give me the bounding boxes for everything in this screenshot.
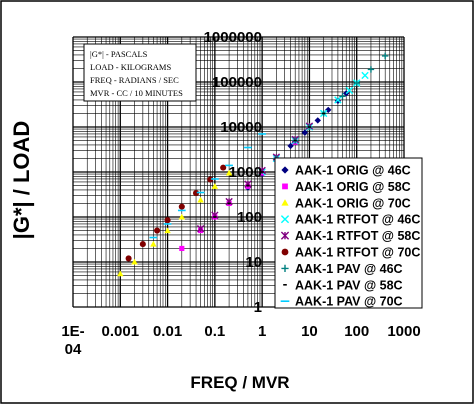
units-note-line-1: |G*| - PASCALS xyxy=(90,49,148,59)
data-point xyxy=(325,106,332,114)
data-point xyxy=(154,227,161,234)
legend-marker xyxy=(281,199,289,206)
data-point xyxy=(334,97,342,105)
units-note-line-3: FREQ - RADIANS / SEC xyxy=(90,75,179,85)
x-axis-title: FREQ / MVR xyxy=(190,373,289,392)
data-point xyxy=(220,164,227,171)
data-point xyxy=(301,129,309,136)
x-tick-label: 0.1 xyxy=(204,323,225,340)
legend-label: AAK-1 ORIG @ 70C xyxy=(295,196,411,210)
legend-item: AAK-1 ORIG @ 58C xyxy=(282,180,411,194)
series-3 xyxy=(117,169,233,277)
legend-item: AAK-1 ORIG @ 70C xyxy=(281,196,411,210)
legend-item: AAK-1 RTFOT @ 46C xyxy=(280,213,420,227)
legend-marker xyxy=(281,248,289,256)
legend-label: AAK-1 ORIG @ 58C xyxy=(295,180,411,194)
legend-marker xyxy=(281,264,289,272)
legend-item: AAK-1 RTFOT @ 58C xyxy=(280,229,420,243)
units-note-box: |G*| - PASCALS LOAD - KILOGRAMS FREQ - R… xyxy=(83,43,197,102)
legend-label: AAK-1 PAV @ 46C xyxy=(295,262,403,276)
data-point xyxy=(164,217,171,224)
y-tick-label: 100 xyxy=(237,209,262,226)
x-tick-label: 100 xyxy=(344,323,369,340)
y-tick-label: 1 xyxy=(254,299,262,316)
data-point xyxy=(207,176,214,183)
y-tick-label: 1000000 xyxy=(204,29,262,46)
legend-marker xyxy=(280,215,290,224)
legend-item: AAK-1 PAV @ 58C xyxy=(283,278,403,292)
data-point xyxy=(314,117,321,124)
legend-label: AAK-1 ORIG @ 46C xyxy=(295,164,411,178)
x-tick-labels: 1E-04 0.001 0.01 0.1 1 10 100 1000 xyxy=(61,323,420,358)
legend-label: AAK-1 PAV @ 70C xyxy=(295,295,403,309)
y-tick-labels: 1 10 100 1000 10000 100000 1000000 xyxy=(204,29,262,316)
data-point xyxy=(367,66,375,73)
x-tick-label: 0.01 xyxy=(153,323,182,340)
data-point xyxy=(125,255,132,262)
units-note-line-2: LOAD - KILOGRAMS xyxy=(90,62,171,72)
legend-frame xyxy=(274,157,423,309)
x-tick-label: 1 xyxy=(258,323,266,340)
data-point xyxy=(139,241,146,248)
data-point xyxy=(287,142,294,150)
legend-item: AAK-1 PAV @ 70C xyxy=(280,295,403,309)
data-point xyxy=(345,86,354,95)
legend-label: AAK-1 RTFOT @ 70C xyxy=(295,246,420,260)
data-point xyxy=(193,190,200,197)
x-tick-label: 10 xyxy=(301,323,318,340)
series-6 xyxy=(125,164,227,262)
y-axis-title: |G*| / LOAD xyxy=(9,121,34,240)
legend-item: AAK-1 RTFOT @ 70C xyxy=(281,246,420,260)
data-point xyxy=(178,203,185,210)
legend-label: AAK-1 PAV @ 58C xyxy=(295,278,403,292)
data-point xyxy=(117,270,124,277)
units-note-line-4: MVR - CC / 10 MINUTES xyxy=(90,88,183,98)
data-point xyxy=(179,245,185,252)
data-point xyxy=(334,96,342,104)
x-tick-label: 0.001 xyxy=(102,323,140,340)
legend-label: AAK-1 RTFOT @ 58C xyxy=(295,229,420,243)
y-tick-label: 100000 xyxy=(212,74,262,91)
legend-marker xyxy=(280,231,290,240)
data-point xyxy=(178,213,186,220)
x-tick-label: 1E-04 xyxy=(61,323,84,358)
data-point xyxy=(361,71,369,80)
data-point xyxy=(353,79,360,87)
data-point xyxy=(164,227,171,234)
y-tick-label: 10 xyxy=(245,254,262,271)
legend: AAK-1 ORIG @ 46C AAK-1 ORIG @ 58C AAK-1 OR… xyxy=(274,157,423,309)
data-point xyxy=(197,196,204,203)
data-point xyxy=(131,258,138,265)
data-point xyxy=(211,183,219,189)
data-point xyxy=(339,93,346,100)
data-point xyxy=(196,224,205,233)
legend-marker xyxy=(282,183,288,190)
legend-label: AAK-1 RTFOT @ 46C xyxy=(295,213,420,227)
units-note-frame xyxy=(83,43,197,102)
data-point xyxy=(225,169,233,176)
data-point xyxy=(150,240,157,247)
legend-item: AAK-1 ORIG @ 46C xyxy=(281,164,411,178)
y-tick-label: 10000 xyxy=(220,119,262,136)
series-9 xyxy=(149,133,266,239)
y-tick-label: 1000 xyxy=(229,164,262,181)
x-tick-label: 1000 xyxy=(387,323,420,340)
legend-marker xyxy=(281,166,289,174)
data-point xyxy=(381,52,389,60)
legend-item: AAK-1 PAV @ 46C xyxy=(281,262,403,276)
